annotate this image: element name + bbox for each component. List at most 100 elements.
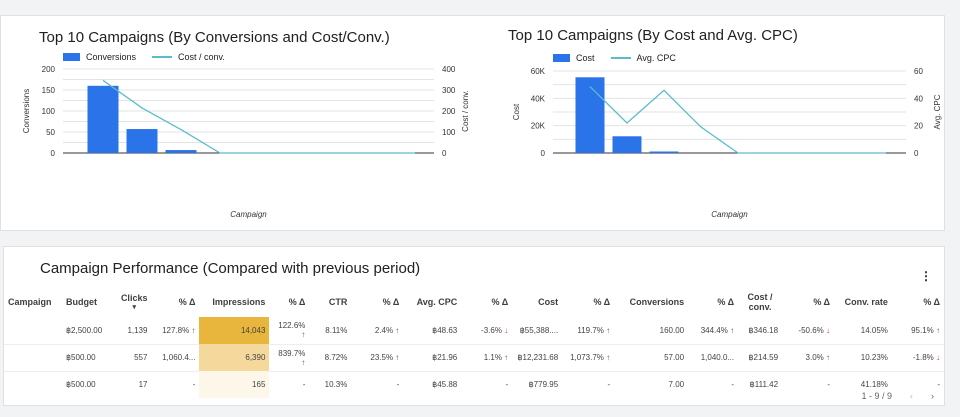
chart2-legend: Cost Avg. CPC	[553, 53, 676, 63]
table-cell: 7.00	[668, 380, 685, 390]
chart2-title: Top 10 Campaigns (By Cost and Avg. CPC)	[508, 27, 798, 44]
chart1-legend: Conversions Cost / conv.	[63, 52, 225, 62]
line-series	[102, 79, 415, 154]
table-cell: ฿111.42	[749, 380, 779, 390]
table-cell: -	[731, 380, 735, 390]
y2-tick: 0	[914, 149, 919, 158]
column-header[interactable]: % Δ	[923, 297, 940, 307]
column-header[interactable]: Clicks ▾	[120, 293, 148, 311]
table-cell: 344.4% ↑	[688, 317, 739, 345]
table-cell: 165	[199, 371, 270, 398]
campaign-table-card: Campaign Performance (Compared with prev…	[3, 246, 945, 406]
table-cell: ฿12,231.68	[512, 344, 563, 372]
table-cell	[4, 344, 62, 372]
column-header[interactable]: Avg. CPC	[416, 297, 458, 307]
more-vert-icon[interactable]: ⋮	[920, 269, 932, 283]
prev-page-button[interactable]: ‹	[910, 391, 913, 401]
campaign-table: Campaign Budget Clicks ▾ % Δ Impressions % Δ CT…	[4, 287, 944, 398]
pagination: 1 - 9 / 9 ‹ ›	[861, 391, 934, 401]
table-cell: 3.0% ↑	[782, 344, 834, 372]
table-cell: -	[937, 380, 940, 390]
column-header[interactable]: Cost	[538, 297, 559, 307]
column-header[interactable]: CTR	[328, 297, 348, 307]
y2-tick: 20	[914, 122, 923, 131]
legend-label: Conversions	[86, 52, 137, 62]
table-cell: ฿21.96	[403, 344, 462, 372]
table-cell: 10.3%	[324, 380, 348, 390]
table-row[interactable]: ฿500.00 557 1,060.4... 6,390 839.7% ↑ 8.72% 23…	[4, 344, 944, 372]
column-header[interactable]: Campaign	[8, 297, 52, 307]
column-header[interactable]: % Δ	[491, 297, 509, 307]
table-cell: -3.6% ↓	[461, 317, 513, 345]
table-cell: 8.11%	[309, 317, 352, 345]
table-cell: -1.8% ↓	[891, 344, 944, 372]
bar[interactable]	[649, 151, 679, 154]
table-cell: ฿346.18	[738, 317, 783, 345]
bar[interactable]	[87, 85, 119, 153]
table-cell: 557	[116, 344, 152, 372]
y-tick: 100	[42, 107, 56, 116]
table-cell: 2.4% ↑	[351, 317, 404, 345]
table-cell: -	[396, 380, 400, 390]
column-header[interactable]: Conv. rate	[844, 297, 888, 307]
table-cell: -50.6% ↓	[782, 317, 834, 345]
column-header[interactable]: % Δ	[288, 297, 306, 307]
arrow-down-icon: ↓	[936, 353, 940, 362]
column-header[interactable]: Impressions	[212, 297, 266, 307]
table-row[interactable]: ฿500.00 17-165-10.3% - ฿45.88- ฿779.95-7.00-…	[4, 371, 944, 398]
table-cell: 160.00	[614, 317, 689, 345]
table-cell: ฿45.88	[432, 380, 458, 390]
y-tick: 0	[51, 149, 56, 158]
y-tick: 50	[46, 128, 55, 137]
table-cell: 95.1% ↑	[891, 317, 944, 345]
arrow-down-icon: ↓	[504, 325, 509, 335]
line-series	[589, 86, 886, 154]
table-cell: 17	[138, 380, 148, 390]
y2-tick: 400	[442, 65, 456, 74]
table-cell: ฿779.95	[528, 380, 559, 390]
table-row[interactable]: ฿2,500.00 1,139 127.8% ↑ 14,043 122.6% ↑ 8.11…	[4, 317, 944, 345]
legend-label: Cost / conv.	[178, 52, 225, 62]
arrow-up-icon: ↑	[395, 353, 400, 362]
bar[interactable]	[165, 150, 197, 153]
table-cell: 14,043	[199, 317, 270, 344]
table-cell: ฿48.63	[403, 317, 462, 345]
y2-tick: 40	[914, 94, 923, 103]
y-tick: 60K	[531, 67, 546, 76]
column-header[interactable]: Conversions	[629, 297, 685, 307]
next-page-button[interactable]: ›	[931, 391, 934, 401]
table-cell: 119.7% ↑	[562, 317, 615, 345]
column-header[interactable]: % Δ	[593, 297, 611, 307]
charts-card: Top 10 Campaigns (By Conversions and Cos…	[0, 15, 945, 231]
column-header[interactable]: % Δ	[717, 297, 735, 307]
arrow-down-icon: ↓	[825, 325, 830, 335]
table-title: Campaign Performance (Compared with prev…	[40, 260, 421, 277]
table-cell: ฿55,388....	[512, 317, 563, 345]
bar[interactable]	[612, 136, 642, 153]
column-header[interactable]: % Δ	[178, 297, 196, 307]
bar[interactable]	[126, 129, 158, 153]
arrow-up-icon: ↑	[504, 353, 509, 362]
column-header[interactable]: % Δ	[813, 297, 830, 307]
chart1-title: Top 10 Campaigns (By Conversions and Cos…	[39, 29, 390, 46]
arrow-up-icon: ↑	[395, 325, 400, 335]
arrow-up-icon: ↑	[606, 325, 611, 335]
bar[interactable]	[575, 77, 605, 153]
table-cell: 127.8% ↑	[151, 317, 200, 345]
legend-label: Avg. CPC	[636, 53, 676, 63]
column-header[interactable]: Budget	[65, 297, 97, 307]
y2-axis-label: Avg. CPC	[933, 94, 942, 129]
table-cell: 1,060.4...	[151, 344, 200, 372]
y2-axis-label: Cost / conv.	[461, 90, 470, 132]
table-cell: 1,073.7% ↑	[562, 344, 615, 372]
arrow-up-icon: ↑	[936, 325, 940, 335]
table-cell: -	[827, 380, 830, 390]
arrow-up-icon: ↑	[606, 353, 611, 362]
sort-desc-icon[interactable]: ▾	[132, 304, 136, 311]
y2-tick: 0	[442, 149, 447, 158]
table-cell: -	[505, 380, 509, 390]
column-header[interactable]: % Δ	[382, 297, 400, 307]
column-header[interactable]: Cost / conv.	[747, 292, 773, 312]
table-cell: 6,390	[199, 344, 270, 371]
